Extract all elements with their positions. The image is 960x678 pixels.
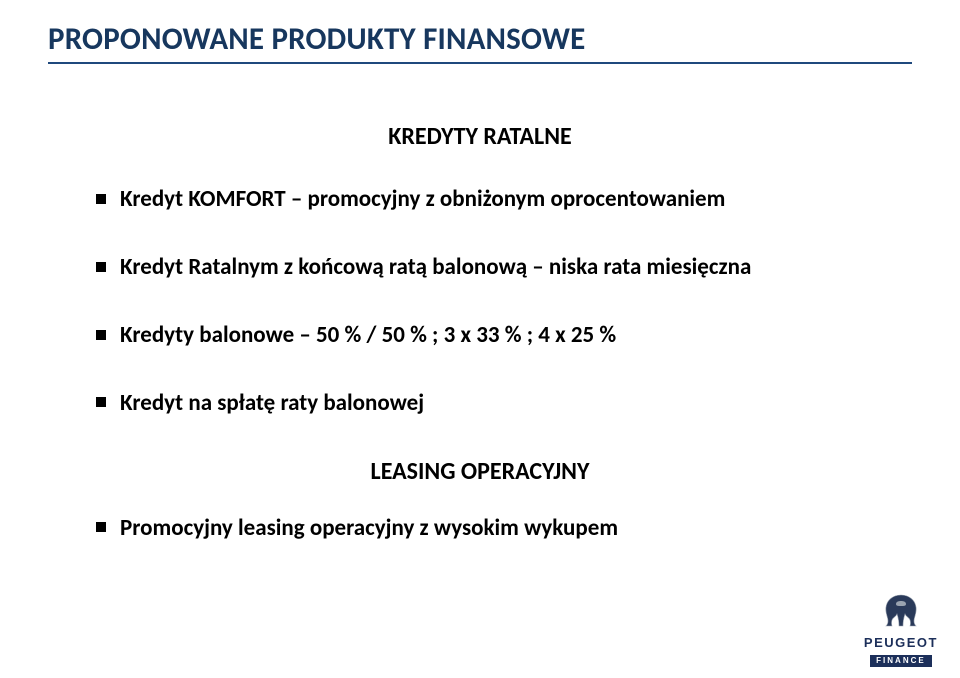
page-title: PROPONOWANE PRODUKTY FINANSOWE bbox=[48, 20, 912, 58]
section-heading-leasing: LEASING OPERACYJNY bbox=[48, 457, 912, 486]
section-heading-credits: KREDYTY RATALNE bbox=[48, 122, 912, 151]
lion-icon bbox=[879, 593, 923, 629]
brand-name: PEUGEOT bbox=[864, 636, 938, 649]
bullet-list-leasing: Promocyjny leasing operacyjny z wysokim … bbox=[96, 514, 912, 544]
bullet-list-credits: Kredyt KOMFORT – promocyjny z obniżonym … bbox=[96, 185, 912, 419]
list-item: Kredyty balonowe – 50 % / 50 % ; 3 x 33 … bbox=[96, 321, 912, 351]
list-item: Promocyjny leasing operacyjny z wysokim … bbox=[96, 514, 912, 544]
list-item: Kredyt KOMFORT – promocyjny z obniżonym … bbox=[96, 185, 912, 215]
slide: PROPONOWANE PRODUKTY FINANSOWE KREDYTY R… bbox=[0, 0, 960, 678]
brand-logo: PEUGEOT FINANCE bbox=[864, 593, 938, 668]
title-underline bbox=[48, 62, 912, 64]
brand-subline: FINANCE bbox=[870, 655, 932, 667]
list-item: Kredyt Ratalnym z końcową ratą balonową … bbox=[96, 253, 912, 283]
list-item: Kredyt na spłatę raty balonowej bbox=[96, 389, 912, 419]
